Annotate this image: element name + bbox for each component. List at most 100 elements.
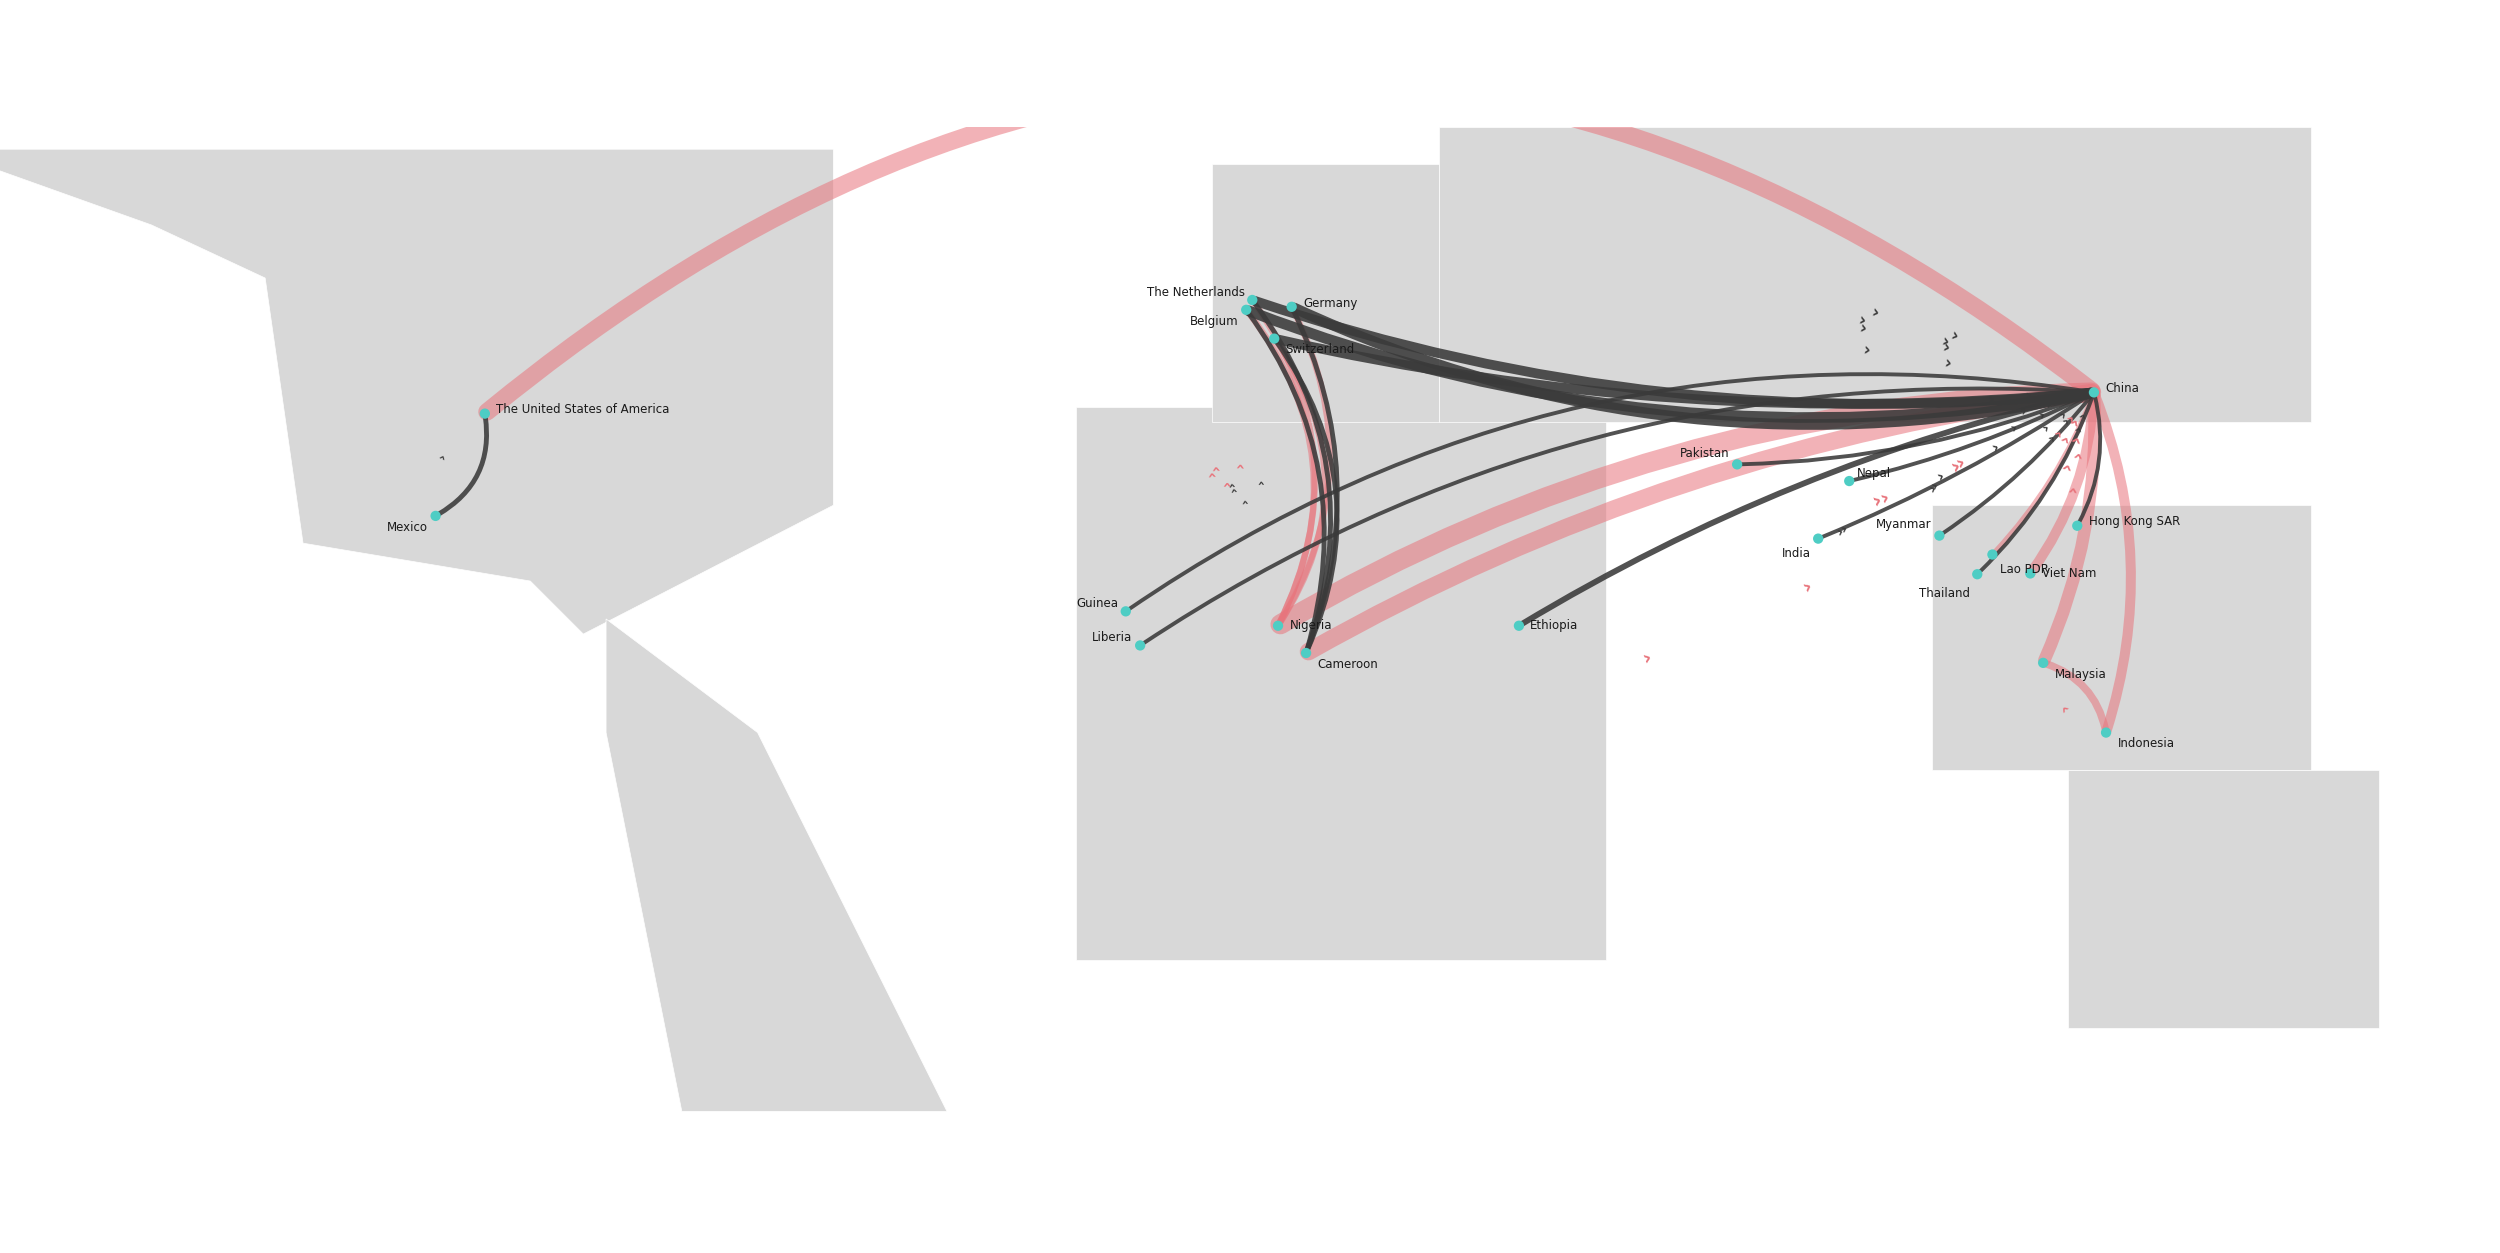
- FancyArrowPatch shape: [1278, 340, 2090, 403]
- Text: ›: ›: [1838, 521, 1850, 536]
- Point: [1972, 545, 2012, 565]
- Text: ›: ›: [2070, 424, 2085, 434]
- FancyArrowPatch shape: [2045, 664, 2105, 729]
- Text: Mexico: Mexico: [388, 521, 428, 534]
- Text: ›: ›: [1988, 392, 1995, 407]
- FancyArrowPatch shape: [2078, 395, 2100, 524]
- FancyArrowPatch shape: [1128, 375, 2090, 610]
- FancyArrowPatch shape: [1522, 393, 2090, 624]
- FancyArrowPatch shape: [1295, 308, 2090, 425]
- Text: ›: ›: [2060, 415, 2072, 427]
- Point: [465, 403, 505, 424]
- Text: ›: ›: [1232, 461, 1248, 467]
- Text: ›: ›: [2058, 460, 2078, 472]
- Text: Guinea: Guinea: [1075, 598, 1118, 610]
- Text: Thailand: Thailand: [1918, 586, 1970, 600]
- Text: ›: ›: [2040, 420, 2052, 435]
- Text: ›: ›: [2062, 484, 2082, 494]
- FancyArrowPatch shape: [1250, 311, 2090, 417]
- Point: [1798, 529, 1838, 549]
- Text: ›: ›: [2025, 388, 2032, 403]
- Point: [1258, 615, 1298, 635]
- Polygon shape: [0, 149, 832, 634]
- Text: Liberia: Liberia: [1092, 632, 1132, 644]
- Text: ›: ›: [1228, 485, 1240, 492]
- Point: [2058, 516, 2098, 536]
- Text: ›: ›: [1990, 440, 2002, 456]
- Point: [1285, 643, 1325, 663]
- FancyArrowPatch shape: [1142, 388, 2090, 644]
- Point: [1232, 289, 1272, 309]
- Text: ›: ›: [1942, 353, 1952, 373]
- FancyArrowPatch shape: [1995, 395, 2092, 553]
- Text: ›: ›: [1870, 303, 1880, 323]
- Polygon shape: [605, 619, 948, 1111]
- FancyArrowPatch shape: [1740, 393, 2092, 465]
- Text: ›: ›: [1948, 327, 1960, 346]
- Point: [1958, 564, 1998, 584]
- Point: [1225, 299, 1265, 320]
- Text: ›: ›: [1930, 479, 1940, 494]
- Point: [1105, 601, 1145, 621]
- Text: ›: ›: [2018, 403, 2028, 419]
- Polygon shape: [1212, 164, 1440, 422]
- Text: ›: ›: [1858, 320, 1868, 338]
- Point: [1500, 615, 1540, 635]
- Text: India: India: [1782, 548, 1810, 560]
- Text: Germany: Germany: [1302, 297, 1358, 309]
- Text: ›: ›: [2065, 415, 2085, 430]
- Point: [1120, 635, 1160, 655]
- Point: [1920, 525, 1960, 545]
- Text: ›: ›: [2055, 407, 2070, 422]
- FancyArrowPatch shape: [438, 416, 488, 515]
- Point: [1255, 328, 1295, 348]
- Point: [1272, 297, 1312, 317]
- Text: Hong Kong SAR: Hong Kong SAR: [2088, 515, 2180, 529]
- Text: Lao PDR: Lao PDR: [2000, 563, 2050, 576]
- Text: Ethiopia: Ethiopia: [1530, 619, 1578, 633]
- Text: ›: ›: [2055, 432, 2075, 446]
- Point: [2085, 723, 2125, 743]
- Text: Nepal: Nepal: [1858, 467, 1890, 480]
- FancyArrowPatch shape: [1275, 341, 1338, 650]
- FancyArrowPatch shape: [1852, 393, 2092, 480]
- FancyArrowPatch shape: [1308, 392, 2090, 652]
- Text: ›: ›: [435, 451, 450, 461]
- Text: ›: ›: [2050, 426, 2068, 441]
- FancyArrowPatch shape: [2095, 395, 2130, 730]
- FancyArrowPatch shape: [488, 81, 2092, 412]
- FancyArrowPatch shape: [1248, 312, 1315, 623]
- Point: [2023, 653, 2062, 673]
- Point: [2075, 382, 2115, 402]
- FancyArrowPatch shape: [1280, 392, 2090, 624]
- Text: Pakistan: Pakistan: [1680, 446, 1730, 460]
- Text: Viet Nam: Viet Nam: [2042, 566, 2095, 580]
- Text: ›: ›: [1220, 480, 1235, 486]
- Text: ›: ›: [1935, 469, 1948, 485]
- Polygon shape: [1440, 127, 2310, 422]
- FancyArrowPatch shape: [1255, 302, 1315, 623]
- Text: China: China: [2105, 382, 2140, 395]
- Text: Myanmar: Myanmar: [1875, 517, 1932, 531]
- Text: Nigeria: Nigeria: [1290, 619, 1332, 633]
- Text: ›: ›: [2042, 396, 2052, 411]
- Text: ›: ›: [1862, 342, 1870, 361]
- Text: ›: ›: [2068, 449, 2088, 460]
- Text: Belgium: Belgium: [1190, 315, 1238, 328]
- Text: ›: ›: [1870, 490, 1885, 511]
- Text: ›: ›: [2045, 431, 2060, 445]
- Text: ›: ›: [2075, 410, 2090, 421]
- Text: ›: ›: [2058, 699, 2072, 714]
- Text: ›: ›: [1205, 469, 1220, 476]
- FancyArrowPatch shape: [1820, 393, 2092, 538]
- FancyArrowPatch shape: [1980, 395, 2092, 573]
- Text: ›: ›: [1948, 455, 1965, 476]
- Text: The United States of America: The United States of America: [495, 403, 670, 416]
- FancyArrowPatch shape: [1255, 301, 2090, 403]
- Text: ›: ›: [1855, 312, 1868, 331]
- FancyArrowPatch shape: [2032, 395, 2095, 571]
- Text: ›: ›: [1835, 524, 1845, 539]
- Point: [2010, 564, 2050, 584]
- Text: Indonesia: Indonesia: [2118, 738, 2175, 751]
- Polygon shape: [1932, 505, 2310, 771]
